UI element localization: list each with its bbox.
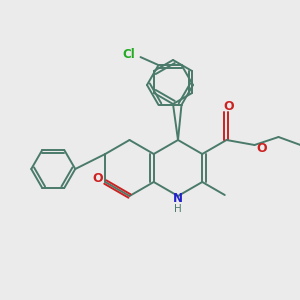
Text: O: O	[256, 142, 267, 155]
Text: N: N	[173, 193, 183, 206]
Text: Cl: Cl	[122, 48, 135, 61]
Text: H: H	[174, 204, 182, 214]
Text: O: O	[223, 100, 234, 112]
Text: O: O	[92, 172, 103, 185]
